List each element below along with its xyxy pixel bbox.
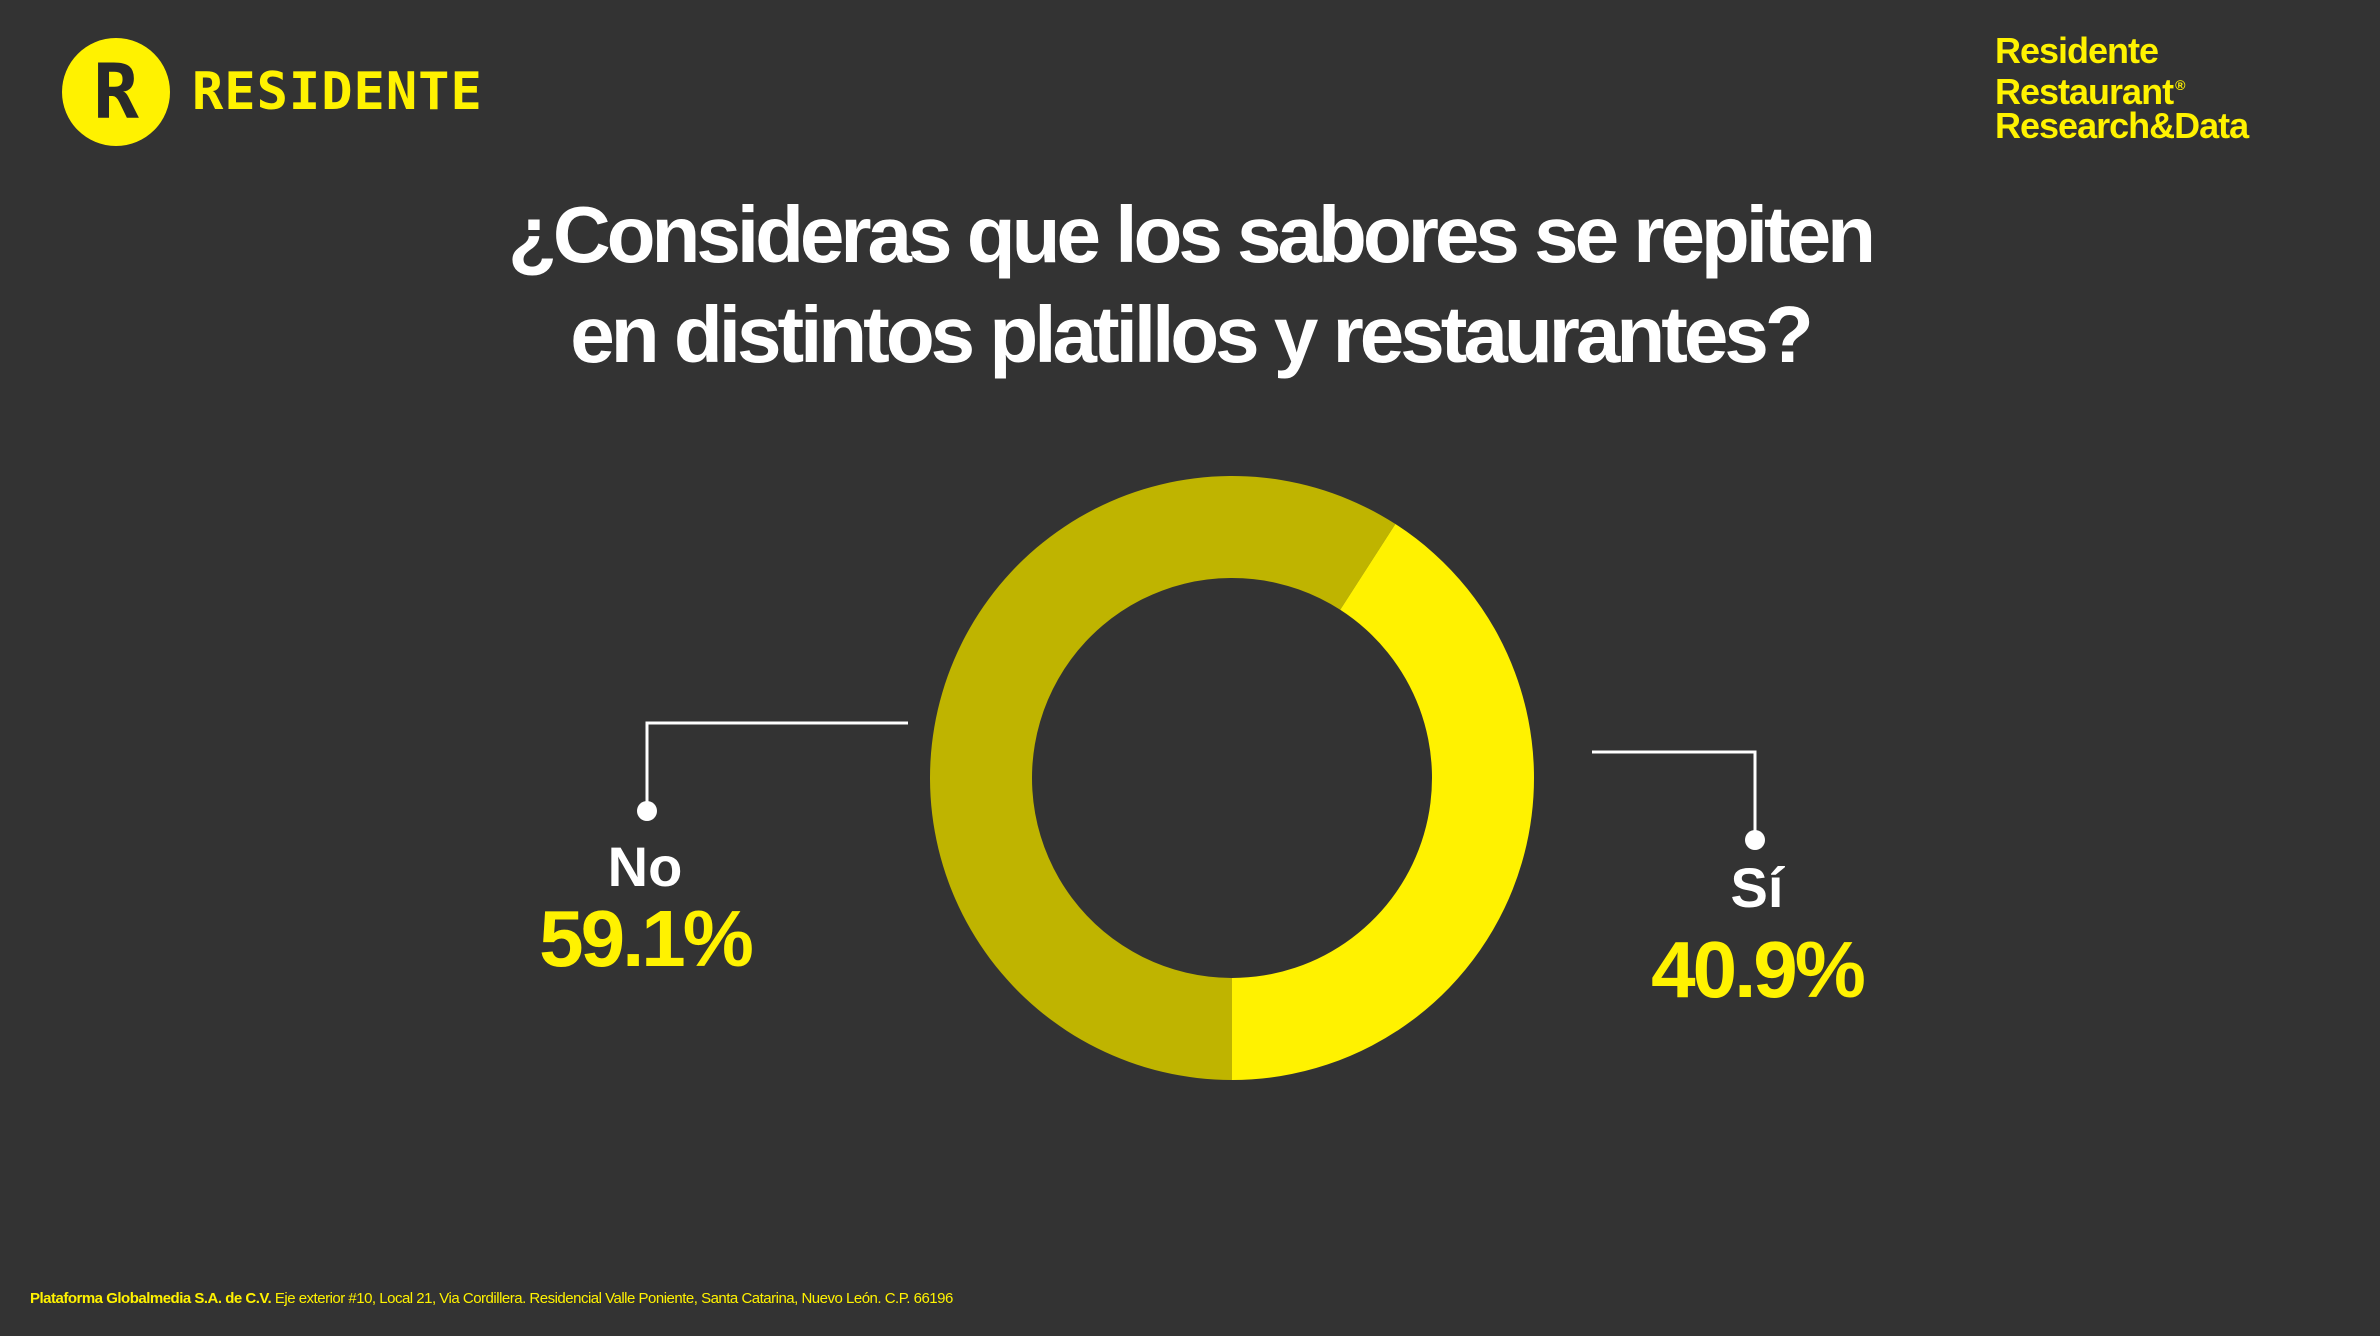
- leader-line-no: [637, 721, 908, 821]
- chart-title-line-2: en distintos platillos y restaurantes?: [570, 290, 1813, 379]
- brand-line-1: Residente: [1995, 30, 2159, 71]
- residente-logo: R RESIDENTE: [62, 38, 483, 146]
- donut-slice-si: [1232, 524, 1534, 1080]
- category-label-si: Sí: [1731, 856, 1786, 919]
- chart-title-line-1: ¿Consideras que los sabores se repiten: [507, 190, 1876, 279]
- value-label-si: 40.9%: [1651, 925, 1865, 1014]
- brand-line-3: Research&Data: [1995, 105, 2249, 146]
- logo-wordmark: RESIDENTE: [192, 62, 483, 122]
- footer-address-text: Eje exterior #10, Local 21, Via Cordille…: [271, 1290, 953, 1307]
- registered-mark: ®: [2175, 77, 2185, 93]
- logo-r-badge: R: [62, 38, 170, 146]
- footer-company: Plataforma Globalmedia S.A. de C.V.: [30, 1290, 272, 1307]
- chart-title: ¿Consideras que los sabores se repiten e…: [0, 185, 2380, 385]
- category-label-no: No: [608, 835, 683, 898]
- value-label-no: 59.1%: [539, 894, 753, 983]
- leader-line-si: [1592, 750, 1765, 850]
- brand-line-2: Restaurant ®: [1995, 71, 2185, 112]
- donut-slices: [929, 475, 1534, 1080]
- brand-block: Residente Restaurant ® Research&Data: [1995, 30, 2249, 146]
- footer-address: Plataforma Globalmedia S.A. de C.V. Eje …: [30, 1290, 953, 1307]
- donut-slice-no: [929, 475, 1396, 1080]
